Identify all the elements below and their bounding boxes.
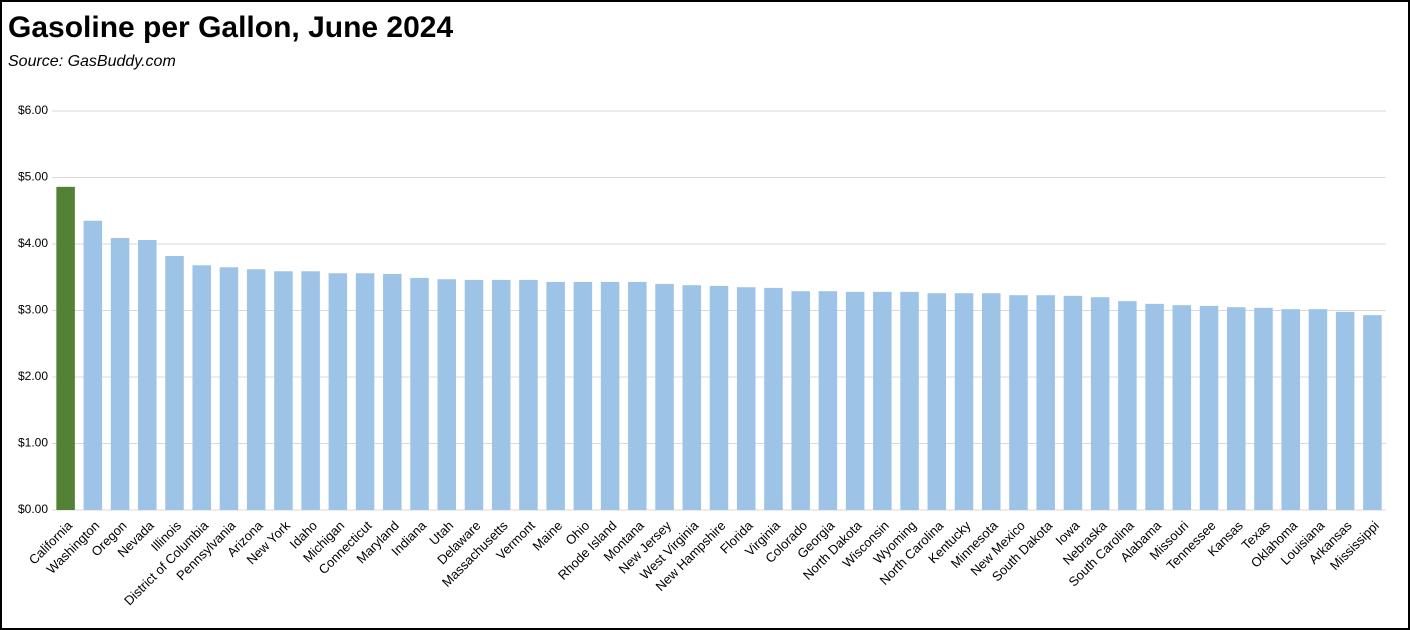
y-tick-label: $4.00	[18, 236, 48, 250]
bar	[355, 273, 375, 510]
bar	[491, 279, 511, 510]
bar	[1363, 315, 1382, 510]
bar	[1063, 295, 1083, 510]
bar	[410, 277, 429, 510]
y-tick-label: $3.00	[18, 303, 48, 317]
bar	[246, 269, 266, 510]
bar	[110, 238, 130, 510]
bar	[791, 291, 810, 510]
bar	[709, 285, 729, 510]
bar	[981, 293, 1001, 510]
bar	[682, 285, 702, 510]
bar	[301, 271, 320, 510]
y-tick-label: $5.00	[18, 170, 48, 184]
bar	[927, 293, 947, 510]
bar	[383, 273, 402, 510]
bar	[1009, 295, 1028, 510]
bar	[764, 287, 783, 510]
bar	[655, 283, 674, 510]
bar	[83, 220, 103, 510]
bar	[818, 291, 838, 510]
bar	[1281, 309, 1300, 510]
bar	[274, 271, 293, 510]
chart-title: Gasoline per Gallon, June 2024	[8, 11, 453, 44]
bar	[1308, 309, 1328, 510]
bar	[56, 186, 75, 510]
bar	[873, 291, 892, 510]
bar	[138, 240, 157, 510]
bar	[546, 281, 565, 510]
chart-subtitle: Source: GasBuddy.com	[8, 53, 176, 70]
y-tick-label: $1.00	[18, 436, 48, 450]
bar	[165, 255, 184, 510]
bar	[1036, 295, 1055, 510]
bar	[845, 291, 865, 510]
bar	[1254, 307, 1273, 510]
bar	[1172, 305, 1192, 510]
bar	[628, 281, 647, 510]
bar	[1118, 301, 1137, 510]
y-tick-label: $6.00	[18, 103, 48, 117]
y-tick-label: $0.00	[18, 502, 48, 516]
bar	[328, 273, 348, 510]
bar	[437, 279, 457, 510]
bar	[1145, 303, 1164, 510]
bar	[600, 281, 620, 510]
y-tick-label: $2.00	[18, 369, 48, 383]
bar	[464, 279, 484, 510]
bar	[219, 267, 239, 510]
bar	[573, 281, 593, 510]
bar	[736, 287, 756, 510]
bar	[900, 291, 919, 510]
bar	[1335, 311, 1355, 510]
bar	[954, 293, 974, 510]
bar	[192, 265, 211, 510]
bar	[519, 279, 538, 510]
bar	[1227, 307, 1246, 510]
bar	[1199, 305, 1219, 510]
bar	[1090, 297, 1110, 510]
